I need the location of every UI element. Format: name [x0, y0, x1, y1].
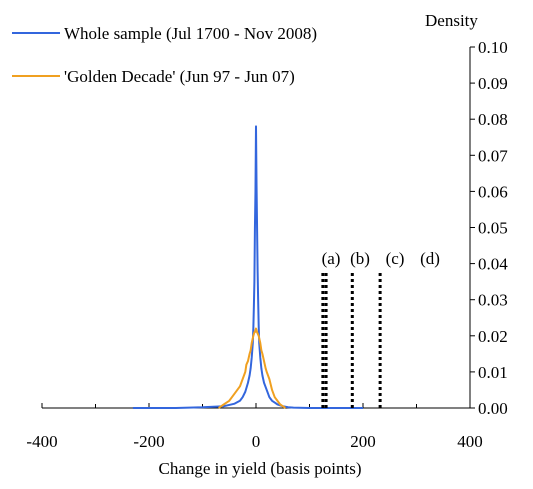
series-line-whole-sample	[132, 125, 363, 409]
y-tick-label: 0.00	[478, 399, 508, 418]
legend-label: Whole sample (Jul 1700 - Nov 2008)	[64, 24, 317, 43]
y-tick-label: 0.09	[478, 74, 508, 93]
y-tick-label: 0.06	[478, 182, 508, 201]
y-tick-label: 0.02	[478, 327, 508, 346]
y-tick-label: 0.01	[478, 363, 508, 382]
legend-label: 'Golden Decade' (Jun 97 - Jun 07)	[64, 67, 295, 86]
y-tick-label: 0.08	[478, 110, 508, 129]
y-tick-label: 0.04	[478, 255, 508, 274]
annotation-label: (a)	[322, 249, 341, 268]
x-tick-label: -200	[133, 432, 164, 451]
annotation-label: (c)	[386, 249, 405, 268]
series-line-golden-decade	[217, 327, 286, 409]
y-tick-label: 0.07	[478, 146, 508, 165]
x-tick-label: 0	[252, 432, 261, 451]
x-tick-label: 400	[457, 432, 483, 451]
x-axis-title: Change in yield (basis points)	[158, 459, 361, 478]
y-axis-title: Density	[425, 11, 478, 30]
y-tick-label: 0.05	[478, 219, 508, 238]
y-tick-label: 0.03	[478, 291, 508, 310]
x-tick-label: -400	[26, 432, 57, 451]
x-tick-label: 200	[350, 432, 376, 451]
annotation-label: (b)	[350, 249, 370, 268]
y-tick-label: 0.10	[478, 38, 508, 57]
annotation-label: (d)	[420, 249, 440, 268]
